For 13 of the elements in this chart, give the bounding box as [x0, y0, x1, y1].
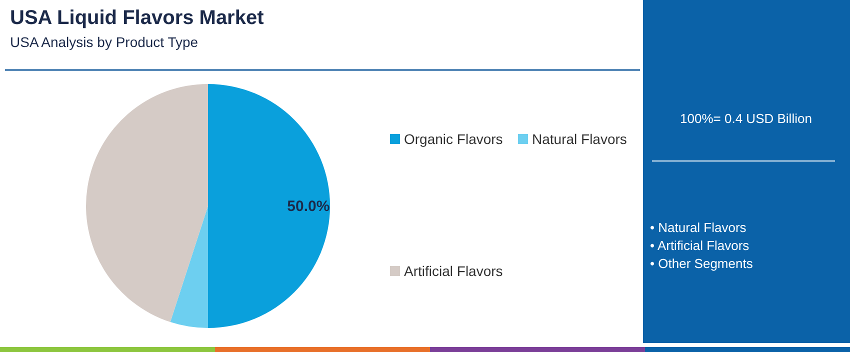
chart-subtitle: USA Analysis by Product Type — [10, 34, 198, 50]
text: 100%= 0.4 USD Billion — [680, 111, 812, 126]
text: • Other Segments — [650, 256, 754, 271]
chart-title: USA Liquid Flavors Market — [10, 7, 264, 29]
text: • Natural Flavors — [650, 220, 747, 235]
legend-label: Artificial Flavors — [404, 263, 503, 279]
legend-label: Natural Flavors — [532, 131, 627, 147]
pie-slice — [170, 206, 208, 328]
pie-slice — [208, 84, 330, 328]
pie-slice — [86, 84, 208, 322]
text: • Artificial Flavors — [650, 238, 750, 253]
data-label: 50.0% — [287, 198, 330, 215]
legend-label: Organic Flavors — [404, 131, 503, 147]
